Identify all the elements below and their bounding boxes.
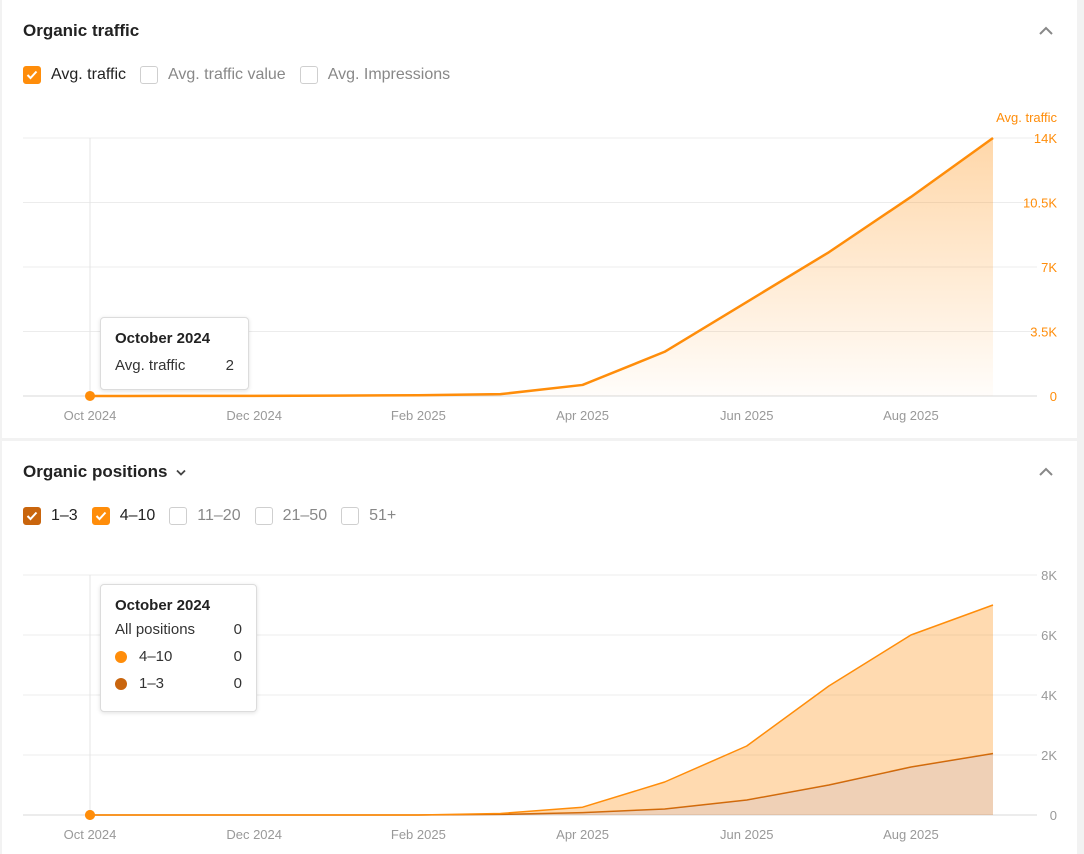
tooltip-row-value: 0 xyxy=(233,648,242,665)
organic-positions-title-text: Organic positions xyxy=(23,462,168,481)
x-tick-label: Aug 2025 xyxy=(883,827,939,842)
x-tick-label: Aug 2025 xyxy=(883,408,939,423)
option-avg-traffic[interactable]: Avg. traffic xyxy=(23,66,126,84)
x-tick-label: Feb 2025 xyxy=(391,827,446,842)
checkbox-checked-icon[interactable] xyxy=(23,66,41,84)
y-tick-label: 8K xyxy=(1041,568,1057,583)
option-label: 51+ xyxy=(369,507,397,524)
y-axis-label: Avg. traffic xyxy=(996,110,1057,125)
option-label: 4–10 xyxy=(119,507,156,524)
tooltip-title: October 2024 xyxy=(115,330,211,347)
area-1-3 xyxy=(90,753,993,815)
y-tick-label: 4K xyxy=(1041,688,1057,703)
y-tick-label: 2K xyxy=(1041,748,1057,763)
y-tick-label: 3.5K xyxy=(1030,325,1057,340)
y-tick-label: 7K xyxy=(1041,260,1057,275)
traffic-tooltip: October 2024 Avg. traffic 2 xyxy=(100,317,249,390)
series-line xyxy=(90,604,994,816)
option-label: Avg. traffic value xyxy=(168,66,286,83)
tooltip-title: October 2024 xyxy=(115,597,211,614)
series-dot-icon xyxy=(115,677,127,690)
tooltip-row-value: 2 xyxy=(225,356,234,374)
tooltip-row-label: 4–10 xyxy=(139,648,173,665)
option-positions-21-50[interactable]: 21–50 xyxy=(254,507,328,525)
positions-tooltip: October 2024 All positions 0 4–10 0 1–3 … xyxy=(100,584,257,712)
checkbox-empty-icon[interactable] xyxy=(341,507,360,525)
positions-range-options: 1–3 4–10 11–20 21–50 51+ xyxy=(23,507,410,525)
checkbox-empty-icon[interactable] xyxy=(254,507,273,525)
option-label: Avg. traffic xyxy=(51,66,126,83)
x-tick-label: Jun 2025 xyxy=(720,827,774,842)
organic-positions-title[interactable]: Organic positions xyxy=(23,462,186,482)
option-label: Avg. Impressions xyxy=(327,66,451,83)
tooltip-row: 4–10 0 xyxy=(115,643,242,670)
x-tick-label: Oct 2024 xyxy=(64,827,117,842)
data-point xyxy=(85,390,95,401)
option-label: 1–3 xyxy=(51,507,78,524)
option-positions-4-10[interactable]: 4–10 xyxy=(91,507,156,525)
checkbox-checked-icon[interactable] xyxy=(23,507,41,525)
x-tick-label: Jun 2025 xyxy=(720,408,774,423)
y-tick-label: 6K xyxy=(1041,628,1057,643)
option-positions-51-plus[interactable]: 51+ xyxy=(341,507,396,525)
positions-chart[interactable]: 0 2K 4K 6K 8K Oct 2024 Dec 2024 Feb 2025 Apr 202… xyxy=(2,441,1077,854)
organic-traffic-title: Organic traffic xyxy=(23,21,139,41)
option-label: 21–50 xyxy=(282,507,328,524)
option-avg-traffic-value[interactable]: Avg. traffic value xyxy=(140,66,286,84)
x-tick-label: Feb 2025 xyxy=(391,408,446,423)
chevron-down-icon[interactable] xyxy=(175,469,186,476)
option-positions-11-20[interactable]: 11–20 xyxy=(169,507,241,525)
x-tick-label: Apr 2025 xyxy=(556,408,609,423)
y-tick-label: 10.5K xyxy=(1023,196,1057,211)
area-avg--traffic xyxy=(90,138,993,396)
checkbox-empty-icon[interactable] xyxy=(169,507,188,525)
option-avg-impressions[interactable]: Avg. Impressions xyxy=(299,66,451,84)
tooltip-row-label: Avg. traffic xyxy=(115,356,186,374)
collapse-traffic-chevron-up-icon[interactable] xyxy=(1037,22,1055,40)
checkbox-checked-icon[interactable] xyxy=(91,507,110,525)
x-tick-label: Dec 2024 xyxy=(226,408,282,423)
x-tick-label: Dec 2024 xyxy=(226,827,282,842)
organic-positions-panel: Organic positions 1–3 4–10 11–20 21–50 5… xyxy=(2,441,1077,854)
x-tick-label: Oct 2024 xyxy=(64,408,117,423)
series-dot-icon xyxy=(115,650,127,663)
y-tick-label: 14K xyxy=(1034,131,1057,146)
checkbox-empty-icon[interactable] xyxy=(140,66,158,84)
traffic-metric-options: Avg. traffic Avg. traffic value Avg. Imp… xyxy=(23,66,464,84)
tooltip-row-value: 0 xyxy=(233,675,242,692)
x-tick-label: Apr 2025 xyxy=(556,827,609,842)
organic-traffic-title-text: Organic traffic xyxy=(23,21,140,40)
tooltip-row-label: 1–3 xyxy=(139,675,165,692)
tooltip-row-label: All positions xyxy=(115,621,196,638)
traffic-chart[interactable]: 0 3.5K 7K 10.5K 14K Oct 2024 Dec 2024 Feb 2025 A… xyxy=(2,0,1077,438)
checkbox-empty-icon[interactable] xyxy=(299,66,318,84)
area-4-10 xyxy=(90,605,993,815)
tooltip-row: All positions 0 xyxy=(115,616,242,643)
option-label: 11–20 xyxy=(197,507,241,524)
data-point xyxy=(85,810,95,820)
collapse-positions-chevron-up-icon[interactable] xyxy=(1037,463,1055,481)
y-tick-label: 0 xyxy=(1050,808,1057,823)
y-tick-label: 0 xyxy=(1050,389,1057,404)
series-line xyxy=(89,136,994,398)
organic-traffic-panel: Organic traffic Avg. traffic Avg. traffi… xyxy=(2,0,1077,438)
tooltip-row: Avg. traffic 2 xyxy=(115,355,234,375)
tooltip-row: 1–3 0 xyxy=(115,670,242,697)
option-positions-1-3[interactable]: 1–3 xyxy=(23,507,78,525)
tooltip-row-value: 0 xyxy=(233,621,242,638)
